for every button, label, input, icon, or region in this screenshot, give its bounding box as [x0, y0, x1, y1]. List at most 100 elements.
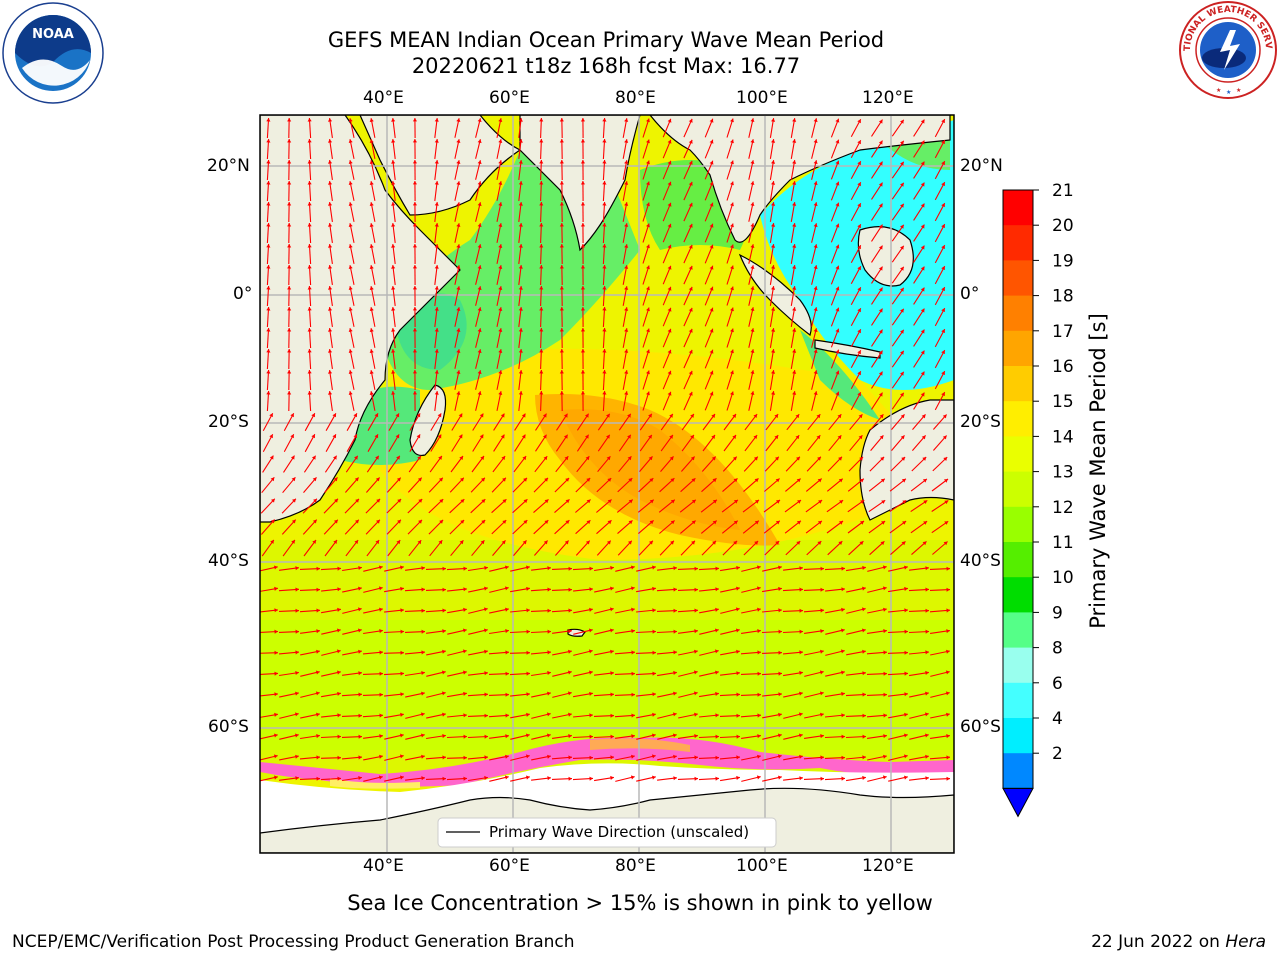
wave-arrow-head: [750, 202, 755, 206]
colorbar-segment: [1003, 542, 1033, 578]
colorbar-segment: [1003, 190, 1033, 226]
wave-arrow-head: [736, 671, 740, 676]
wave-arrow-head: [649, 478, 654, 482]
wave-arrow-head: [391, 391, 396, 395]
wave-arrow-head: [395, 434, 400, 439]
wave-arrow-head: [518, 307, 523, 311]
wave-arrow-head: [835, 160, 840, 165]
wave-arrow-head: [456, 370, 461, 374]
wave-arrow-head: [750, 265, 755, 269]
wave-arrow-head: [484, 649, 488, 654]
wave-arrow-head: [941, 119, 945, 124]
wave-arrow-head: [901, 478, 906, 483]
wave-arrow-head: [442, 649, 446, 654]
wave-arrow-head: [498, 244, 503, 248]
wave-arrow-head: [691, 499, 696, 504]
wave-arrow-head: [544, 477, 548, 482]
wave-arrow-head: [477, 286, 482, 291]
wave-arrow-head: [369, 349, 374, 353]
wave-arrow-head: [878, 287, 883, 292]
wave-arrow-head: [412, 223, 417, 227]
wave-arrow-head: [369, 160, 374, 164]
colorbar-segment: [1003, 330, 1033, 367]
wave-arrow-head: [458, 434, 463, 439]
wave-arrow-head: [274, 608, 278, 613]
wave-arrow-head: [858, 414, 863, 419]
wave-arrow-head: [295, 608, 299, 613]
wave-arrow-head: [369, 223, 374, 227]
wave-arrow-head: [691, 520, 696, 525]
wave-arrow-head: [505, 629, 509, 634]
wave-arrow-head: [624, 181, 629, 185]
wave-arrow-head: [434, 307, 439, 311]
wave-arrow-head: [942, 414, 947, 419]
wave-arrow-head: [287, 328, 292, 332]
wave-arrow-head: [547, 670, 551, 675]
colorbar-segment: [1003, 506, 1033, 543]
wave-arrow-head: [477, 328, 482, 333]
wave-arrow-head: [904, 775, 908, 780]
wave-arrow-head: [820, 755, 824, 760]
wave-arrow-head: [442, 587, 446, 592]
wave-arrow-head: [736, 565, 740, 570]
wave-arrow-head: [369, 328, 374, 332]
wave-arrow-head: [799, 566, 803, 571]
wave-arrow-head: [778, 692, 782, 697]
wave-arrow-head: [820, 712, 824, 717]
wave-arrow-head: [481, 520, 486, 524]
wave-arrow-head: [602, 223, 607, 227]
wave-arrow-head: [837, 435, 842, 440]
wave-arrow-head: [456, 139, 461, 143]
wave-arrow-head: [568, 566, 572, 571]
wave-arrow-head: [498, 307, 503, 311]
wave-arrow-head: [266, 328, 271, 332]
wave-arrow-head: [396, 455, 400, 460]
wave-arrow-head: [861, 628, 866, 633]
wave-arrow-head: [925, 608, 929, 613]
wave-arrow-head: [651, 754, 656, 759]
wave-arrow-head: [391, 307, 396, 311]
wave-arrow-head: [518, 286, 523, 290]
wave-arrow-head: [417, 477, 422, 482]
wave-arrow-head: [295, 650, 299, 655]
wave-arrow-head: [434, 118, 439, 122]
wave-arrow-head: [775, 456, 779, 461]
wave-arrow-head: [374, 413, 379, 418]
wave-arrow-head: [667, 370, 672, 375]
wave-arrow-head: [376, 519, 380, 524]
wave-arrow-head: [348, 370, 353, 374]
wave-arrow-head: [266, 118, 271, 122]
wave-arrow-head: [923, 500, 928, 504]
wave-arrow-head: [412, 244, 417, 248]
wave-arrow-head: [712, 478, 717, 483]
wave-arrow-head: [795, 435, 800, 440]
lon-label-top-60e: 60°E: [489, 88, 530, 108]
wave-arrow-head: [900, 414, 905, 419]
wave-arrow-head: [610, 775, 614, 780]
wave-arrow-head: [539, 265, 544, 269]
wave-arrow-head: [589, 776, 593, 781]
wave-arrow-head: [924, 712, 929, 717]
wave-arrow-head: [312, 540, 316, 544]
wave-arrow-head: [417, 455, 421, 460]
wave-arrow-head: [348, 202, 353, 206]
wave-arrow-head: [400, 586, 404, 591]
wave-arrow-head: [312, 477, 317, 482]
wave-arrow-head: [266, 391, 271, 395]
wave-arrow-head: [287, 307, 292, 311]
wave-arrow-head: [753, 456, 758, 461]
wave-arrow-head: [878, 161, 883, 166]
wave-arrow-head: [841, 691, 845, 696]
wave-arrow-head: [559, 265, 564, 269]
wave-arrow-head: [266, 202, 271, 206]
wave-arrow-head: [484, 566, 488, 570]
wave-arrow-head: [315, 691, 320, 696]
wave-arrow-head: [649, 540, 653, 545]
wave-arrow-head: [796, 541, 801, 545]
wave-arrow-head: [835, 391, 840, 396]
wave-arrow-head: [547, 754, 551, 759]
colorbar-segment: [1003, 295, 1033, 332]
wave-arrow-head: [539, 307, 544, 311]
wave-arrow-head: [348, 328, 353, 332]
